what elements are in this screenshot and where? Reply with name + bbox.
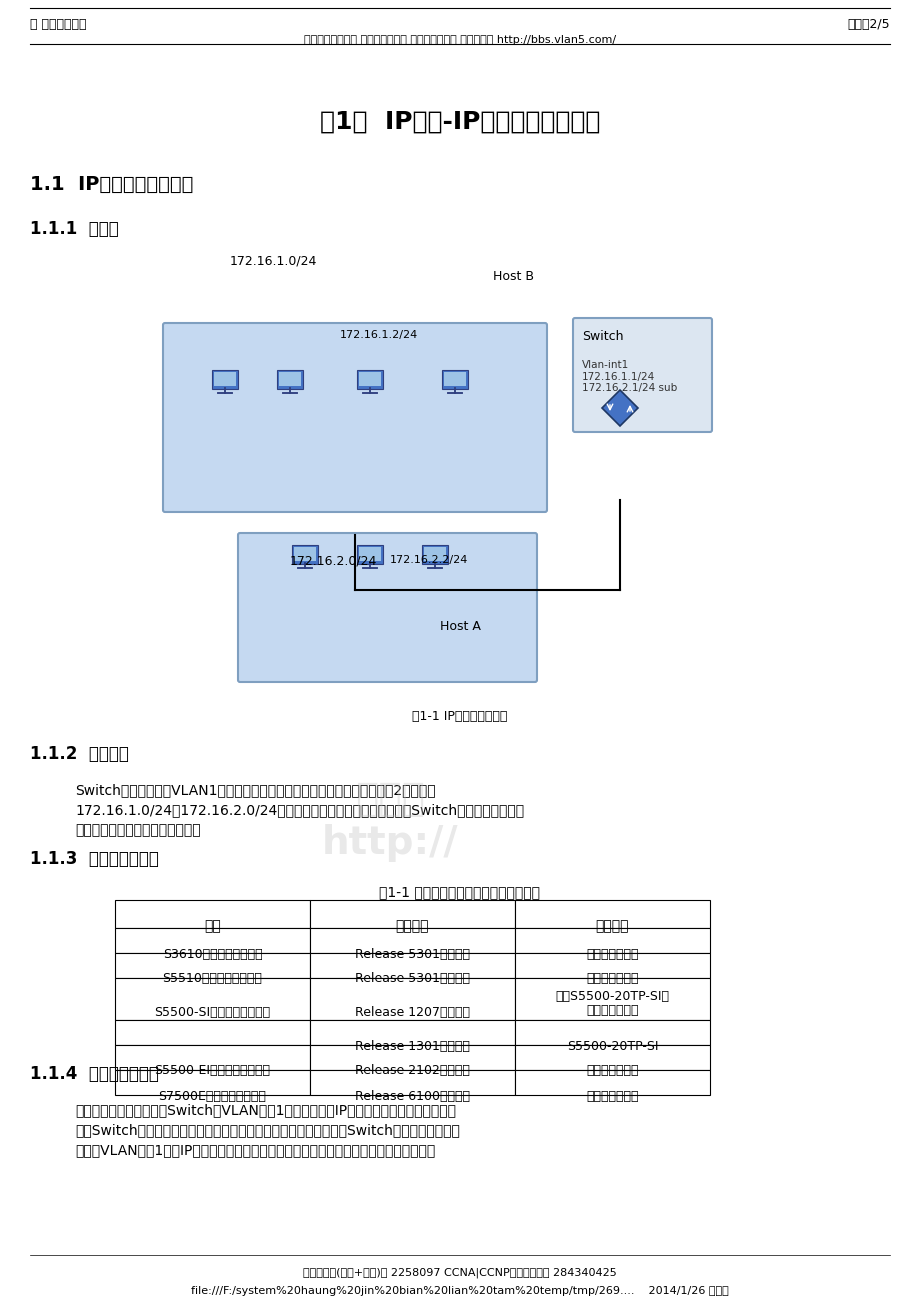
Text: 172.16.2.0/24: 172.16.2.0/24 <box>289 555 377 568</box>
FancyBboxPatch shape <box>214 372 235 387</box>
Bar <box>115 1070 310 1095</box>
FancyBboxPatch shape <box>424 547 446 561</box>
Bar <box>115 928 310 953</box>
FancyBboxPatch shape <box>278 372 301 387</box>
Text: （除S5500-20TP-SI）: （除S5500-20TP-SI） <box>555 990 669 1003</box>
Text: 硬件版本: 硬件版本 <box>596 919 629 934</box>
Text: 全系列硬件版本: 全系列硬件版本 <box>585 948 638 961</box>
Bar <box>515 1046 709 1070</box>
FancyBboxPatch shape <box>357 544 382 564</box>
Text: Host A: Host A <box>439 620 481 633</box>
Text: S5500-SI系列以太网交换机: S5500-SI系列以太网交换机 <box>154 1006 270 1019</box>
Text: 攻城狮论坛(技术+生活)群 2258097 CCNA|CCNP免费答疑题库 284340425: 攻城狮论坛(技术+生活)群 2258097 CCNA|CCNP免费答疑题库 28… <box>302 1268 617 1279</box>
Text: Switch的端口（属于VLAN1）连接一个局域网，局域网中的计算机分别属于2个网段：: Switch的端口（属于VLAN1）连接一个局域网，局域网中的计算机分别属于2个… <box>75 783 436 797</box>
Bar <box>310 978 515 1019</box>
Bar <box>515 1070 709 1095</box>
Bar <box>515 953 709 978</box>
Text: S3610系列以太网交换机: S3610系列以太网交换机 <box>163 948 262 961</box>
Text: 1.1.3  适用产品、版本: 1.1.3 适用产品、版本 <box>30 850 159 868</box>
Bar <box>310 928 515 953</box>
FancyBboxPatch shape <box>238 533 537 682</box>
Text: Release 1301软件版本: Release 1301软件版本 <box>355 1039 470 1052</box>
Bar <box>310 1046 515 1070</box>
Text: 攻城狮
http://: 攻城狮 http:// <box>322 780 458 862</box>
Text: 172.16.1.0/24和172.16.2.0/24。要求这两个网段的主机都可以通过Switch与外部网络通信，: 172.16.1.0/24和172.16.2.0/24。要求这两个网段的主机都可… <box>75 803 524 816</box>
Bar <box>515 978 709 1019</box>
FancyBboxPatch shape <box>211 370 238 388</box>
Text: S5500-20TP-SI: S5500-20TP-SI <box>566 1039 657 1052</box>
FancyBboxPatch shape <box>277 370 302 388</box>
Text: 软件版本: 软件版本 <box>395 919 429 934</box>
Text: 1.1.4  配置过程和解释: 1.1.4 配置过程和解释 <box>30 1065 159 1083</box>
Bar <box>310 953 515 978</box>
Text: 通过Switch与外部网络通信。为了使局域网内的所有主机都能够通过Switch访问外部网络，需: 通过Switch与外部网络通信。为了使局域网内的所有主机都能够通过Switch访… <box>75 1124 460 1137</box>
Text: 第1章  IP地址-IP性能典型配置指导: 第1章 IP地址-IP性能典型配置指导 <box>320 109 599 134</box>
Bar <box>115 1019 310 1046</box>
FancyBboxPatch shape <box>358 547 380 561</box>
Text: S7500E系列以太网交换机: S7500E系列以太网交换机 <box>158 1090 267 1103</box>
Text: Release 6100软件版本: Release 6100软件版本 <box>355 1090 470 1103</box>
Bar <box>115 900 310 928</box>
Bar <box>310 1019 515 1046</box>
Text: 表1-1 配置适用的产品与软硬件版本关系: 表1-1 配置适用的产品与软硬件版本关系 <box>380 885 540 898</box>
FancyBboxPatch shape <box>444 372 465 387</box>
Polygon shape <box>601 391 637 426</box>
Text: Release 5301软件版本: Release 5301软件版本 <box>355 948 470 961</box>
Text: 针对上述的需求，如果在Switch的VLAN接口1上只配置一个IP地址，则只有一部分主机能够: 针对上述的需求，如果在Switch的VLAN接口1上只配置一个IP地址，则只有一… <box>75 1103 456 1117</box>
Bar <box>115 953 310 978</box>
FancyBboxPatch shape <box>357 370 382 388</box>
Bar <box>515 900 709 928</box>
Text: 要配置VLAN接口1的从IP地址。为了使两个网段中的主机能够互通，两个网段中的主机都需: 要配置VLAN接口1的从IP地址。为了使两个网段中的主机能够互通，两个网段中的主… <box>75 1143 435 1157</box>
Text: 目 录（目录名）: 目 录（目录名） <box>30 18 86 31</box>
Bar <box>310 1070 515 1095</box>
Text: 172.16.1.0/24: 172.16.1.0/24 <box>230 255 317 268</box>
Bar <box>115 978 310 1019</box>
Bar <box>515 1019 709 1046</box>
Text: 1.1  IP地址典型配置指导: 1.1 IP地址典型配置指导 <box>30 174 193 194</box>
Text: 全系列硬件版本: 全系列硬件版本 <box>585 1004 638 1017</box>
Text: Vlan-int1
172.16.1.1/24
172.16.2.1/24 sub: Vlan-int1 172.16.1.1/24 172.16.2.1/24 su… <box>582 359 676 393</box>
FancyBboxPatch shape <box>358 372 380 387</box>
Text: 全系列硬件版本: 全系列硬件版本 <box>585 973 638 986</box>
Text: 产品: 产品 <box>204 919 221 934</box>
Text: 172.16.2.2/24: 172.16.2.2/24 <box>390 555 468 565</box>
Text: 1.1.1  组网图: 1.1.1 组网图 <box>30 220 119 238</box>
Bar <box>115 1046 310 1070</box>
Text: 图1-1 IP地址配置组网图: 图1-1 IP地址配置组网图 <box>412 710 507 723</box>
Text: Release 1207软件版本: Release 1207软件版本 <box>355 1006 470 1019</box>
Bar <box>515 928 709 953</box>
Text: Host B: Host B <box>493 270 533 283</box>
Text: 且这两个网段中的主机能够互通。: 且这两个网段中的主机能够互通。 <box>75 823 200 837</box>
Text: 全系列硬件版本: 全系列硬件版本 <box>585 1090 638 1103</box>
Text: Release 5301软件版本: Release 5301软件版本 <box>355 973 470 986</box>
Text: 172.16.1.2/24: 172.16.1.2/24 <box>340 329 418 340</box>
FancyBboxPatch shape <box>422 544 448 564</box>
Text: 版权归原作者所有 本资料只供试读 更多资源请访问 攻城狮论坛 http://bbs.vlan5.com/: 版权归原作者所有 本资料只供试读 更多资源请访问 攻城狮论坛 http://bb… <box>303 35 616 46</box>
Text: 1.1.2  应用要求: 1.1.2 应用要求 <box>30 745 129 763</box>
Text: 全系列硬件版本: 全系列硬件版本 <box>585 1065 638 1078</box>
Text: S5500-EI系列以太网交换机: S5500-EI系列以太网交换机 <box>154 1065 270 1078</box>
FancyBboxPatch shape <box>441 370 468 388</box>
FancyBboxPatch shape <box>291 544 318 564</box>
FancyBboxPatch shape <box>573 318 711 432</box>
Text: S5510系列以太网交换机: S5510系列以太网交换机 <box>163 973 262 986</box>
FancyBboxPatch shape <box>294 547 315 561</box>
Text: Release 2102软件版本: Release 2102软件版本 <box>355 1065 470 1078</box>
FancyBboxPatch shape <box>163 323 547 512</box>
Text: 页码，2/5: 页码，2/5 <box>846 18 889 31</box>
Text: file:///F:/system%20haung%20jin%20bian%20lian%20tam%20temp/tmp/269....    2014/1: file:///F:/system%20haung%20jin%20bian%2… <box>191 1286 728 1295</box>
Text: Switch: Switch <box>582 329 623 342</box>
Bar <box>310 900 515 928</box>
